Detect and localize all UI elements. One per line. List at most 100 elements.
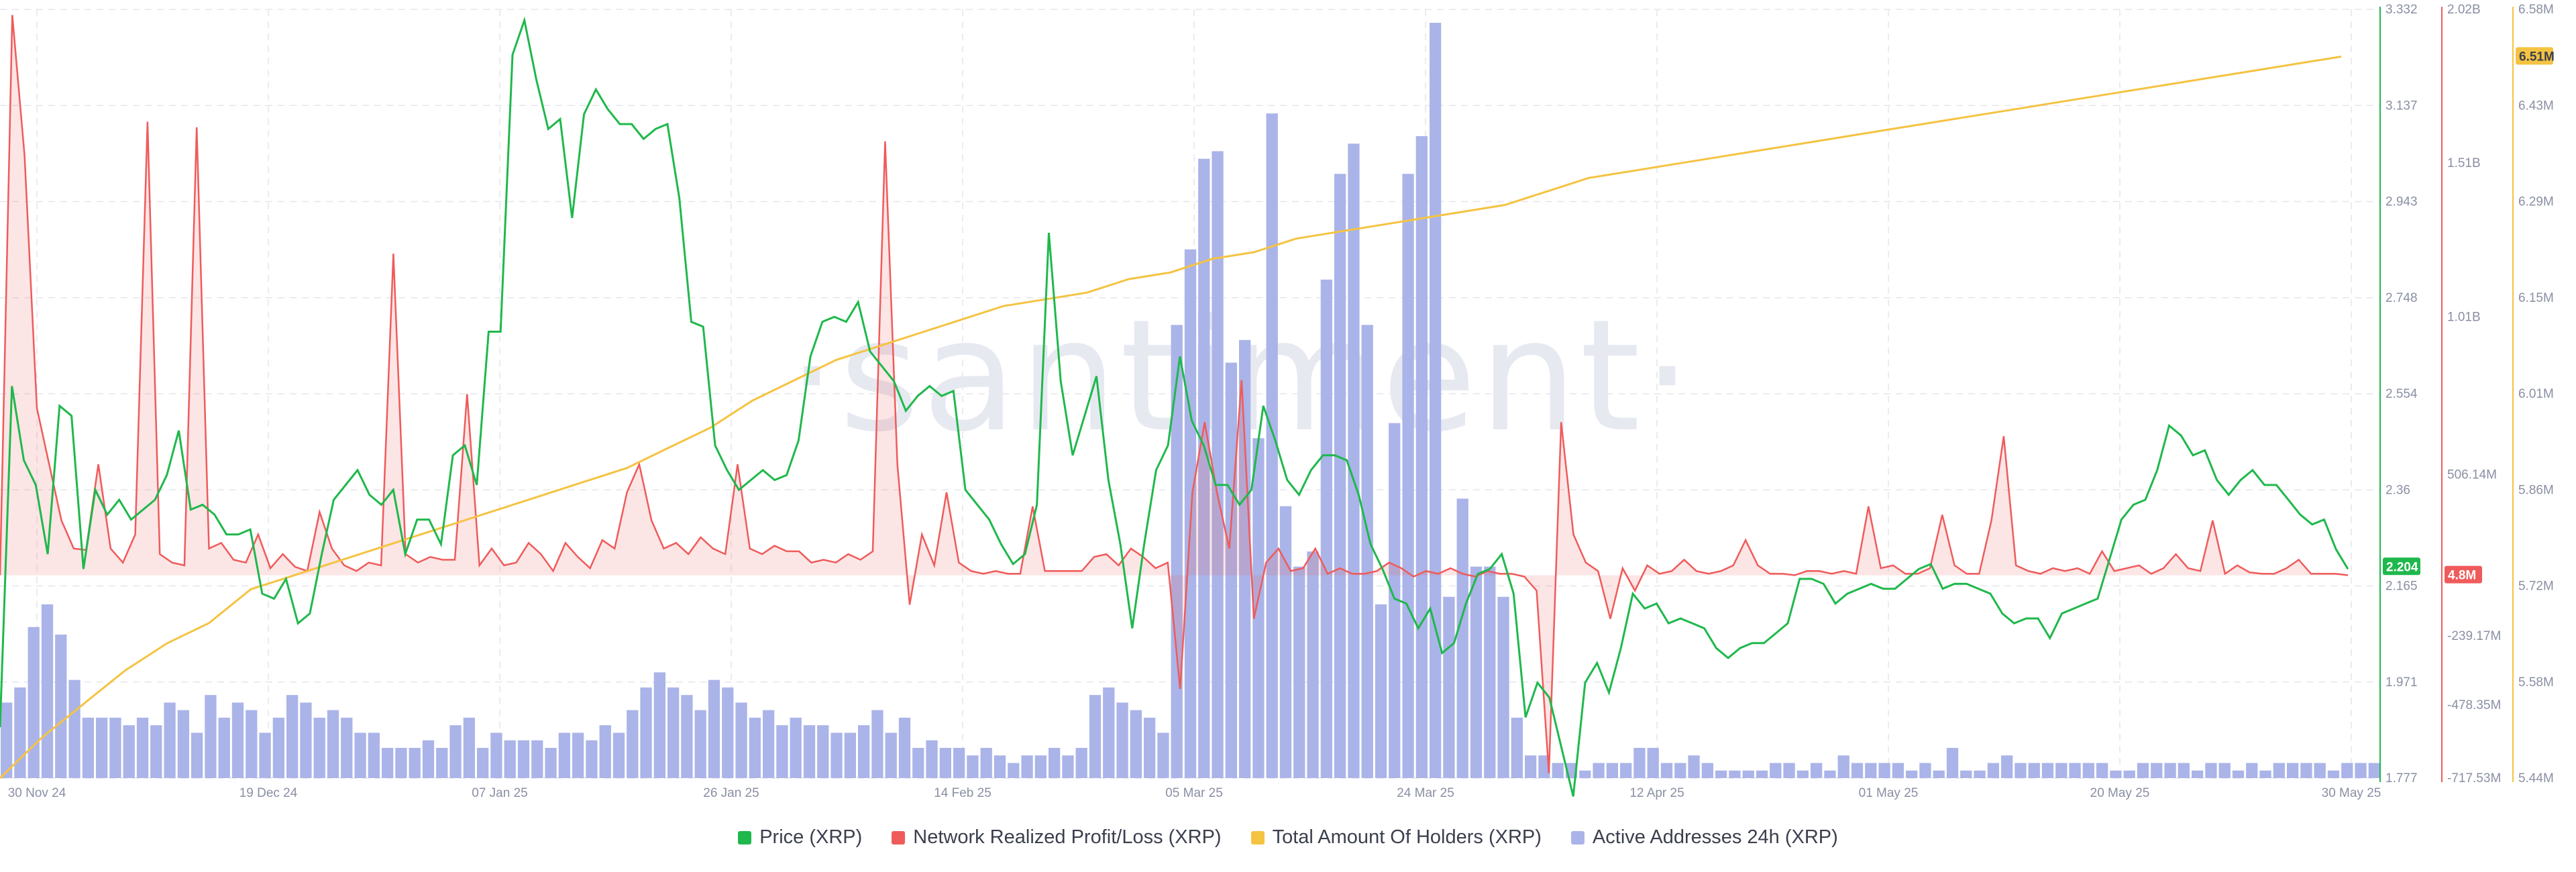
active-addresses-bar: [1919, 763, 1931, 778]
active-addresses-bar: [1430, 23, 1442, 778]
active-addresses-bar: [912, 747, 924, 778]
active-addresses-bar: [599, 725, 611, 778]
profit-loss-tick-label: -717.53M: [2447, 771, 2501, 785]
chart-legend: Price (XRP) Network Realized Profit/Loss…: [0, 826, 2576, 849]
active-addresses-bar: [1239, 339, 1251, 778]
active-addresses-bar: [1470, 566, 1483, 778]
active-addresses-bar: [177, 710, 189, 778]
active-addresses-bar: [1811, 763, 1823, 778]
active-addresses-bar: [640, 687, 652, 778]
x-tick-label: 30 May 25: [2322, 786, 2381, 800]
active-addresses-bar: [218, 717, 230, 778]
legend-item-active-addresses[interactable]: Active Addresses 24h (XRP): [1570, 826, 1838, 849]
holders-current-badge-bg: [2516, 47, 2553, 65]
active-addresses-bar: [1389, 423, 1401, 778]
x-tick-label: 07 Jan 25: [472, 786, 527, 800]
holders-tick-label: 6.43M: [2518, 99, 2554, 113]
active-addresses-bar: [96, 717, 108, 778]
active-addresses-bar: [2069, 763, 2081, 778]
active-addresses-bar: [1660, 763, 1673, 778]
price-tick-label: 3.332: [2385, 3, 2418, 17]
active-addresses-bar: [1225, 362, 1237, 778]
active-addresses-bar: [1701, 763, 1713, 778]
holders-tick-label: 6.01M: [2518, 387, 2554, 401]
active-addresses-bar: [803, 725, 816, 778]
active-addresses-bar: [1307, 551, 1319, 778]
active-addresses-bar: [313, 717, 325, 778]
legend-item-profit-loss[interactable]: Network Realized Profit/Loss (XRP): [892, 826, 1222, 849]
active-addresses-bar: [1348, 144, 1360, 778]
active-addresses-bar: [2178, 763, 2190, 778]
active-addresses-bar: [2164, 763, 2176, 778]
active-addresses-bar: [1021, 755, 1033, 778]
active-addresses-bar: [1075, 747, 1087, 778]
active-addresses-bar: [286, 695, 299, 778]
active-addresses-bar: [763, 710, 775, 778]
profit-loss-tick-label: 506.14M: [2447, 468, 2497, 482]
active-addresses-bar: [41, 604, 54, 778]
profit-loss-tick-label: 1.01B: [2447, 310, 2481, 324]
holders-tick-label: 6.29M: [2518, 195, 2554, 209]
active-addresses-bar: [1443, 596, 1455, 778]
profit-loss-swatch-icon: [892, 830, 906, 844]
axes: 30 Nov 24 19 Dec 24 07 Jan 25 26 Jan 25 14 F…: [8, 3, 2555, 800]
active-addresses-bar: [1837, 755, 1849, 778]
active-addresses-bar: [2314, 763, 2326, 778]
active-addresses-bar: [1674, 763, 1686, 778]
active-addresses-bar: [531, 740, 543, 778]
active-addresses-bar: [2110, 770, 2122, 778]
x-tick-label: 26 Jan 25: [703, 786, 759, 800]
active-addresses-bar: [1974, 770, 1986, 778]
active-addresses-bar: [395, 747, 407, 778]
active-addresses-bar: [1892, 763, 1904, 778]
active-addresses-bar: [164, 702, 176, 778]
active-addresses-bar: [1511, 717, 1523, 778]
active-addresses-bar: [1157, 732, 1169, 778]
active-addresses-bar: [231, 702, 244, 778]
active-addresses-bar: [2259, 770, 2271, 778]
active-addresses-bar: [2341, 763, 2353, 778]
active-addresses-bar: [2232, 770, 2245, 778]
holders-line: [0, 55, 2342, 779]
active-addresses-bar: [1579, 770, 1591, 778]
active-addresses-bar: [1715, 770, 1727, 778]
legend-item-holders[interactable]: Total Amount Of Holders (XRP): [1250, 826, 1542, 849]
active-addresses-bar: [1198, 158, 1210, 778]
x-tick-label: 30 Nov 24: [8, 786, 66, 800]
active-addresses-bar: [191, 732, 203, 778]
active-addresses-bar: [694, 710, 706, 778]
active-addresses-bar: [409, 747, 421, 778]
holders-swatch-icon: [1250, 830, 1265, 844]
active-addresses-bar: [2041, 763, 2054, 778]
price-tick-label: 2.943: [2385, 195, 2418, 209]
active-addresses-bar: [1008, 763, 1020, 778]
active-addresses-bar: [1633, 747, 1646, 778]
profit-loss-line: [0, 15, 2349, 773]
legend-item-price[interactable]: Price (XRP): [738, 826, 862, 849]
active-addresses-bar: [871, 710, 883, 778]
profit-loss-tick-label: -239.17M: [2447, 629, 2501, 643]
active-addresses-bar: [1933, 770, 1945, 778]
active-addresses-bar: [2218, 763, 2231, 778]
active-addresses-bar: [2137, 763, 2149, 778]
holders-tick-label: 6.15M: [2518, 291, 2554, 305]
holders-tick-label: 5.58M: [2518, 675, 2554, 690]
active-addresses-bar: [1851, 763, 1864, 778]
active-addresses-bar: [2151, 763, 2163, 778]
active-addresses-bar: [1320, 279, 1332, 779]
active-addresses-bars: [1, 23, 2380, 779]
active-addresses-bar: [354, 732, 366, 778]
active-addresses-bar: [327, 710, 339, 778]
active-addresses-bar: [1946, 747, 1959, 778]
active-addresses-bar: [436, 747, 448, 778]
active-addresses-bar: [341, 717, 353, 778]
active-addresses-bar: [109, 717, 121, 778]
active-addresses-bar: [1116, 702, 1128, 778]
active-addresses-bar: [1484, 566, 1496, 778]
active-addresses-bar: [681, 695, 693, 778]
active-addresses-bar: [586, 740, 598, 778]
active-addresses-bar: [1266, 113, 1278, 778]
holders-tick-label: 5.86M: [2518, 483, 2554, 497]
price-tick-label: 2.36: [2385, 483, 2410, 497]
